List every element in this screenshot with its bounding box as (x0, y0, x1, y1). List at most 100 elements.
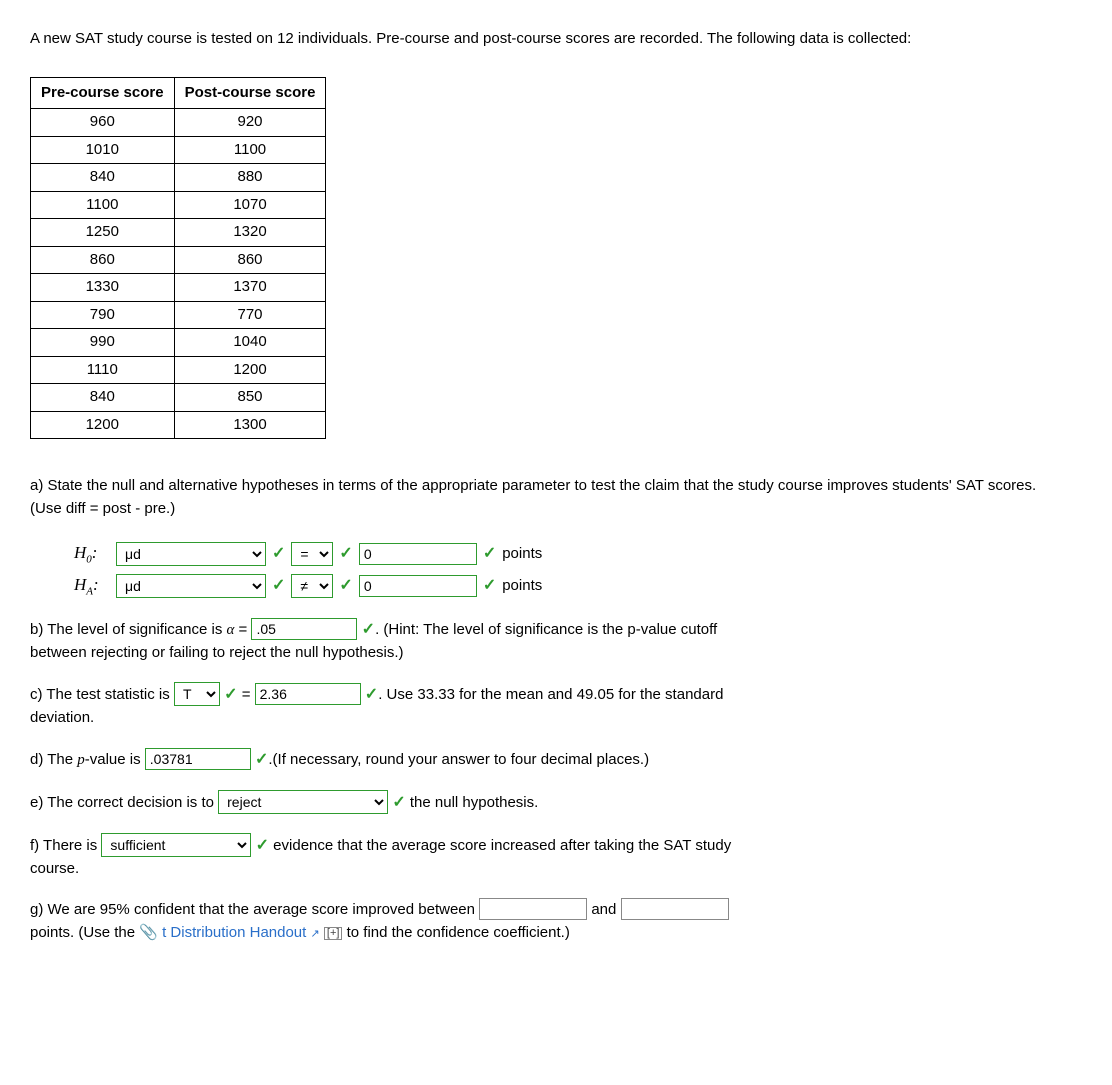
and-label: and (591, 901, 620, 918)
table-cell: 1330 (31, 274, 175, 302)
h0-param-select[interactable]: μd (116, 542, 266, 566)
part-c-post1: . Use 33.33 for the mean and 49.05 for t… (378, 686, 723, 703)
part-g-post-pre: points. (Use the (30, 924, 139, 941)
table-cell: 790 (31, 301, 175, 329)
part-g-pre: g) We are 95% confident that the average… (30, 901, 479, 918)
part-c-pre: c) The test statistic is (30, 686, 174, 703)
check-icon: ✓ (365, 683, 378, 707)
ha-param-select[interactable]: μd (116, 574, 266, 598)
check-icon: ✓ (256, 834, 269, 858)
part-d-pre: d) The (30, 751, 77, 768)
table-row: 840880 (31, 164, 326, 192)
table-cell: 1300 (174, 411, 326, 439)
statistic-input[interactable] (255, 683, 361, 705)
table-cell: 1070 (174, 191, 326, 219)
table-cell: 840 (31, 384, 175, 412)
check-icon: ✓ (255, 748, 268, 772)
table-cell: 1200 (174, 356, 326, 384)
part-e: e) The correct decision is to reject ✓ t… (30, 790, 1050, 815)
p-label: p (77, 752, 85, 768)
table-row: 11101200 (31, 356, 326, 384)
part-b-post1: . (Hint: The level of significance is th… (375, 621, 717, 638)
h0-label: H0: (74, 540, 110, 568)
check-icon: ✓ (339, 574, 352, 598)
table-row: 9901040 (31, 329, 326, 357)
ci-lower-input[interactable] (479, 898, 587, 920)
table-cell: 1100 (31, 191, 175, 219)
scores-table: Pre-course score Post-course score 96092… (30, 77, 326, 440)
table-row: 13301370 (31, 274, 326, 302)
ha-value-input[interactable] (359, 575, 477, 597)
h0-op-select[interactable]: = (291, 542, 333, 566)
col-header-post: Post-course score (174, 77, 326, 109)
table-cell: 1250 (31, 219, 175, 247)
check-icon: ✓ (483, 542, 496, 566)
part-a-prompt: a) State the null and alternative hypoth… (30, 475, 1050, 520)
part-b-post2: between rejecting or failing to reject t… (30, 644, 404, 661)
points-label: points (502, 575, 542, 598)
col-header-pre: Pre-course score (31, 77, 175, 109)
h0-row: H0: μd ✓ = ✓ ✓ points (30, 540, 1050, 568)
check-icon: ✓ (392, 791, 405, 815)
part-g: g) We are 95% confident that the average… (30, 898, 1050, 944)
table-cell: 1010 (31, 136, 175, 164)
points-label: points (502, 543, 542, 566)
check-icon: ✓ (224, 683, 237, 707)
external-link-icon: ↗ (311, 928, 320, 940)
table-row: 860860 (31, 246, 326, 274)
table-cell: 770 (174, 301, 326, 329)
table-cell: 880 (174, 164, 326, 192)
intro-text: A new SAT study course is tested on 12 i… (30, 28, 1010, 51)
table-cell: 920 (174, 109, 326, 137)
part-f-post1: evidence that the average score increase… (273, 837, 731, 854)
check-icon: ✓ (272, 574, 285, 598)
check-icon: ✓ (362, 618, 375, 642)
pvalue-input[interactable] (145, 748, 251, 770)
table-cell: 850 (174, 384, 326, 412)
part-f-pre: f) There is (30, 837, 101, 854)
table-cell: 990 (31, 329, 175, 357)
part-c: c) The test statistic is T ✓ = ✓. Use 33… (30, 682, 1050, 730)
part-e-pre: e) The correct decision is to (30, 794, 218, 811)
check-icon: ✓ (483, 574, 496, 598)
expand-icon[interactable]: [+] (324, 927, 343, 940)
table-row: 11001070 (31, 191, 326, 219)
decision-select[interactable]: reject (218, 790, 388, 814)
table-cell: 1200 (31, 411, 175, 439)
check-icon: ✓ (272, 542, 285, 566)
table-row: 12501320 (31, 219, 326, 247)
alpha-input[interactable] (251, 618, 357, 640)
table-cell: 860 (31, 246, 175, 274)
table-cell: 840 (31, 164, 175, 192)
part-b-pre: b) The level of significance is (30, 621, 227, 638)
ha-op-select[interactable]: ≠ (291, 574, 333, 598)
check-icon: ✓ (339, 542, 352, 566)
table-cell: 1110 (31, 356, 175, 384)
attachment-icon: 📎 (139, 924, 158, 941)
part-a: a) State the null and alternative hypoth… (30, 475, 1050, 600)
part-g-post-post: to find the confidence coefficient.) (347, 924, 570, 941)
table-cell: 1370 (174, 274, 326, 302)
ci-upper-input[interactable] (621, 898, 729, 920)
table-cell: 1100 (174, 136, 326, 164)
ha-row: HA: μd ✓ ≠ ✓ ✓ points (30, 572, 1050, 600)
table-cell: 860 (174, 246, 326, 274)
part-f-post2: course. (30, 860, 79, 877)
statistic-select[interactable]: T (174, 682, 220, 706)
part-e-post: the null hypothesis. (410, 794, 538, 811)
table-row: 12001300 (31, 411, 326, 439)
table-row: 960920 (31, 109, 326, 137)
table-cell: 960 (31, 109, 175, 137)
part-c-post2: deviation. (30, 709, 94, 726)
table-row: 10101100 (31, 136, 326, 164)
handout-link[interactable]: t Distribution Handout (162, 924, 306, 941)
part-f: f) There is sufficient ✓ evidence that t… (30, 833, 1050, 881)
table-cell: 1040 (174, 329, 326, 357)
part-d-post: .(If necessary, round your answer to fou… (268, 751, 649, 768)
table-row: 840850 (31, 384, 326, 412)
h0-value-input[interactable] (359, 543, 477, 565)
evidence-select[interactable]: sufficient (101, 833, 251, 857)
ha-label: HA: (74, 572, 110, 600)
part-d: d) The p-value is ✓.(If necessary, round… (30, 748, 1050, 772)
part-b: b) The level of significance is α = ✓. (… (30, 618, 1050, 665)
